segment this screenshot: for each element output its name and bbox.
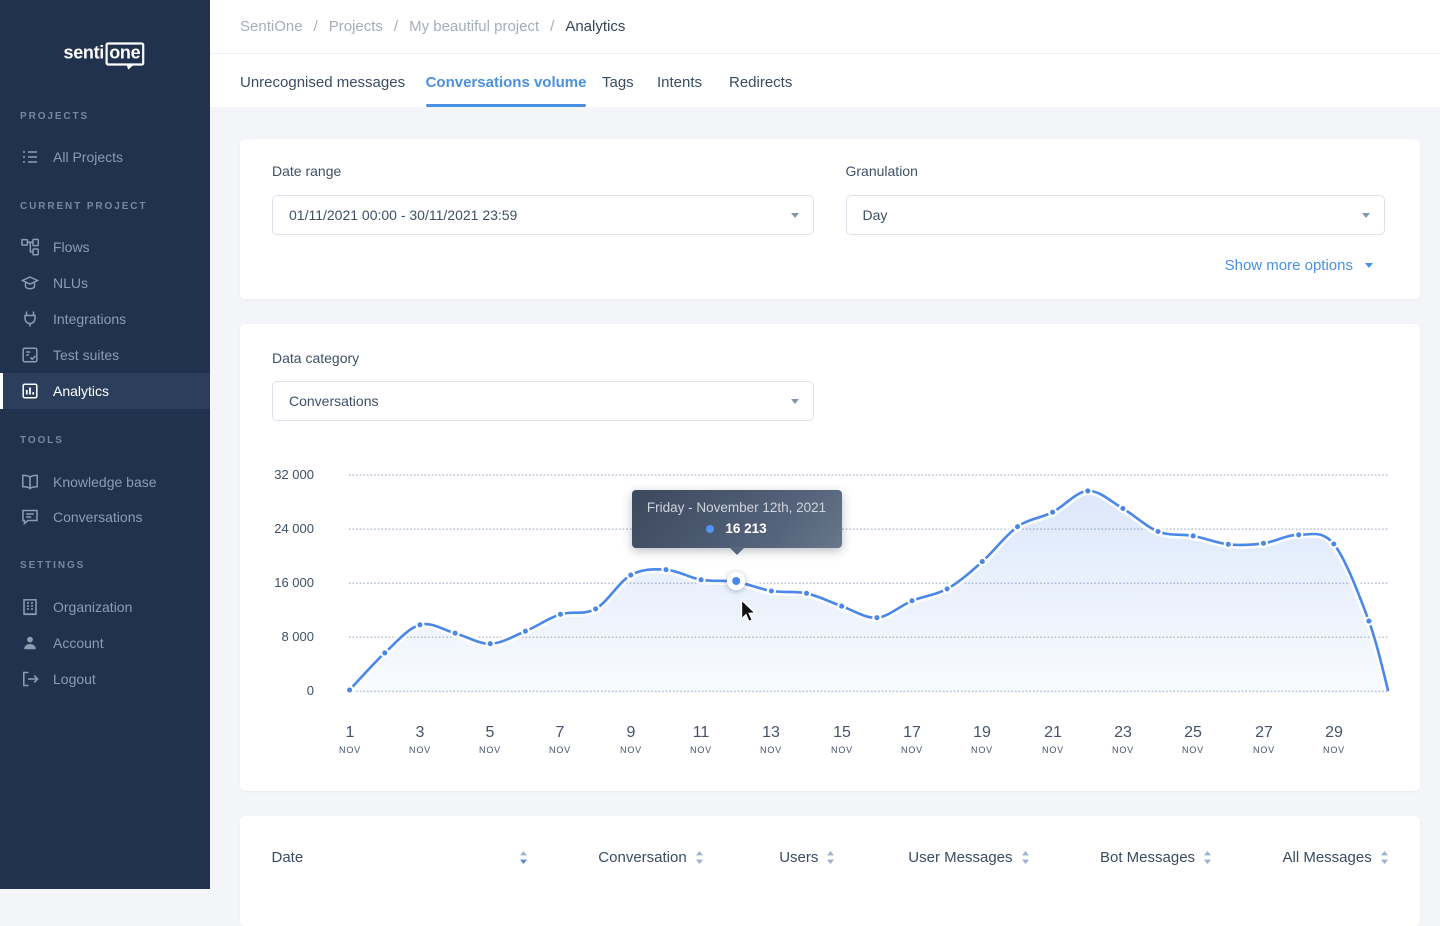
- svg-text:one: one: [109, 43, 140, 63]
- svg-text:senti: senti: [63, 43, 104, 63]
